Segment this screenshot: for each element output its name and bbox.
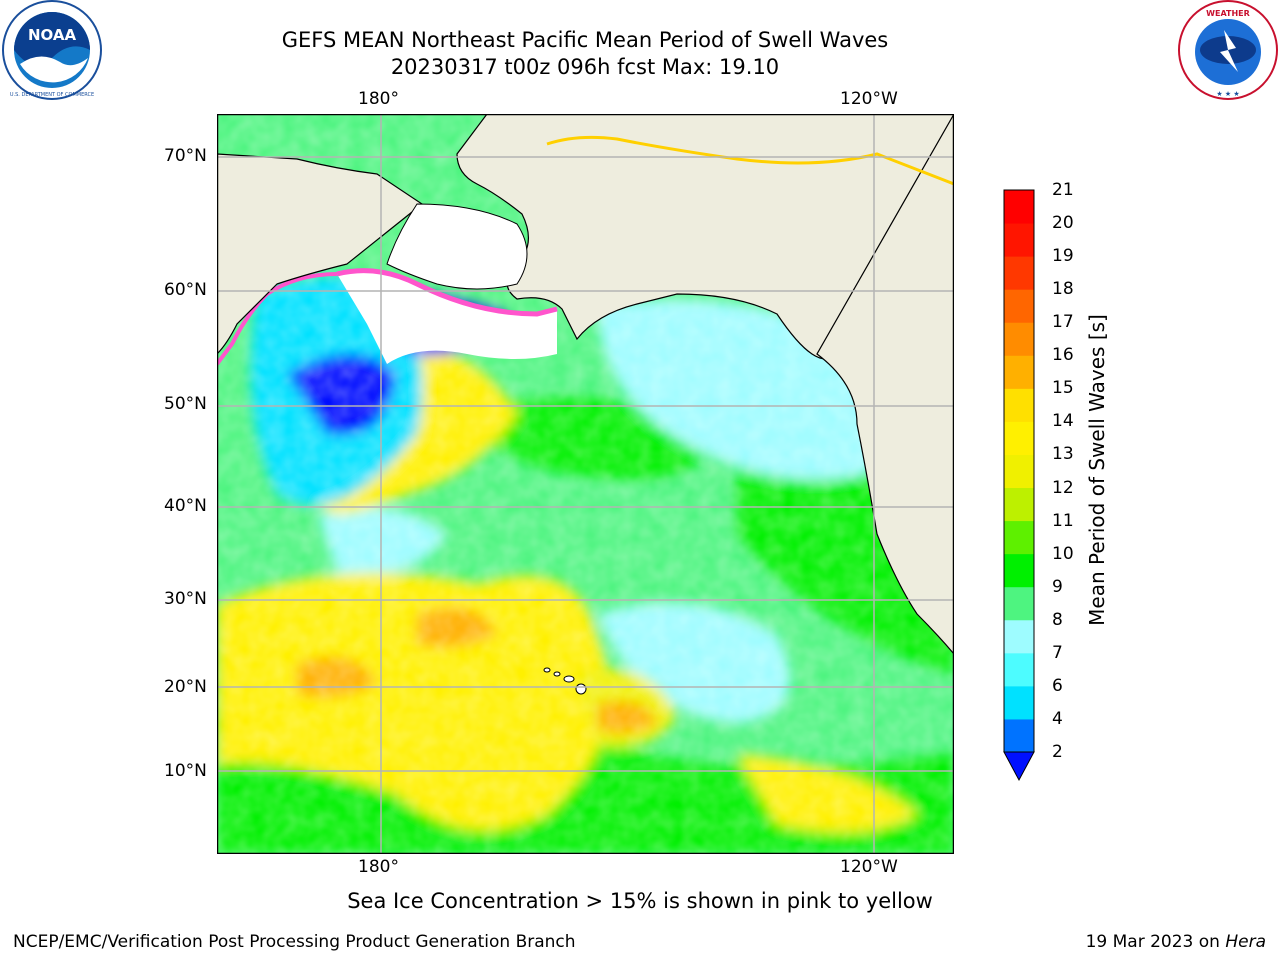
colorbar-segment: [1004, 718, 1034, 753]
svg-text:NOAA: NOAA: [28, 26, 77, 44]
colorbar-tick-label: 7: [1052, 642, 1063, 663]
noaa-logo: NOAA U.S. DEPARTMENT OF COMMERCE: [2, 0, 102, 100]
colorbar-tick-label: 14: [1052, 411, 1074, 432]
sea-ice-note: Sea Ice Concentration > 15% is shown in …: [347, 889, 933, 913]
colorbar-segment: [1004, 685, 1034, 720]
colorbar-tick-label: 4: [1052, 708, 1063, 729]
lat-label-70n: 70°N: [164, 146, 207, 166]
colorbar-min-extension: [1003, 751, 1035, 782]
colorbar-segment: [1004, 190, 1034, 224]
colorbar-segment: [1004, 487, 1034, 522]
colorbar-segment: [1004, 652, 1034, 687]
colorbar-segment: [1004, 586, 1034, 621]
colorbar-tick-label: 18: [1052, 279, 1074, 300]
svg-text:★ ★ ★: ★ ★ ★: [1216, 90, 1239, 98]
colorbar-tick-label: 6: [1052, 675, 1063, 696]
lon-label-bottom-120w: 120°W: [840, 857, 898, 877]
colorbar-tick-label: 19: [1052, 246, 1074, 267]
svg-text:WEATHER: WEATHER: [1206, 9, 1250, 18]
colorbar-segment: [1004, 454, 1034, 489]
colorbar-segment: [1004, 553, 1034, 588]
colorbar-tick-label: 13: [1052, 444, 1074, 465]
colorbar: [1003, 189, 1035, 782]
colorbar-segment: [1004, 322, 1034, 356]
colorbar-segment: [1004, 520, 1034, 555]
colorbar-segment: [1004, 355, 1034, 389]
colorbar-segment: [1004, 421, 1034, 455]
colorbar-tick-label: 12: [1052, 477, 1074, 498]
colorbar-tick-label: 9: [1052, 576, 1063, 597]
colorbar-segment: [1004, 256, 1034, 290]
colorbar-tick-label: 15: [1052, 378, 1074, 399]
colorbar-segment: [1004, 223, 1034, 257]
swell-period-map: [217, 114, 954, 854]
lat-label-50n: 50°N: [164, 394, 207, 414]
nws-logo: WEATHER ★ ★ ★: [1178, 0, 1278, 100]
lat-label-40n: 40°N: [164, 496, 207, 516]
colorbar-label: Mean Period of Swell Waves [s]: [1085, 314, 1109, 626]
colorbar-segment: [1004, 619, 1034, 654]
lat-label-20n: 20°N: [164, 677, 207, 697]
colorbar-segment: [1004, 289, 1034, 323]
chart-subtitle: 20230317 t00z 096h fcst Max: 19.10: [390, 55, 780, 79]
lon-label-bottom-180: 180°: [358, 857, 399, 877]
lat-label-60n: 60°N: [164, 280, 207, 300]
colorbar-tick-label: 8: [1052, 609, 1063, 630]
lon-label-top-120w: 120°W: [840, 89, 898, 109]
colorbar-tick-label: 21: [1052, 180, 1074, 200]
lon-label-top-180: 180°: [358, 89, 399, 109]
footer-credit: NCEP/EMC/Verification Post Processing Pr…: [13, 932, 576, 952]
colorbar-tick-label: 2: [1052, 742, 1063, 762]
siberia-land: [217, 153, 424, 355]
chart-title: GEFS MEAN Northeast Pacific Mean Period …: [281, 28, 889, 52]
sea-ice: [337, 270, 557, 364]
lat-label-30n: 30°N: [164, 589, 207, 609]
colorbar-tick-label: 17: [1052, 312, 1074, 333]
lat-label-10n: 10°N: [164, 761, 207, 781]
colorbar-tick-label: 10: [1052, 543, 1074, 564]
colorbar-tick-label: 16: [1052, 345, 1074, 366]
footer-date: 19 Mar 2023 on Hera: [1085, 932, 1266, 952]
graticule: [217, 114, 954, 854]
colorbar-tick-label: 11: [1052, 510, 1074, 531]
svg-text:U.S. DEPARTMENT OF COMMERCE: U.S. DEPARTMENT OF COMMERCE: [10, 92, 94, 98]
colorbar-tick-label: 20: [1052, 213, 1074, 234]
colorbar-segment: [1004, 388, 1034, 422]
